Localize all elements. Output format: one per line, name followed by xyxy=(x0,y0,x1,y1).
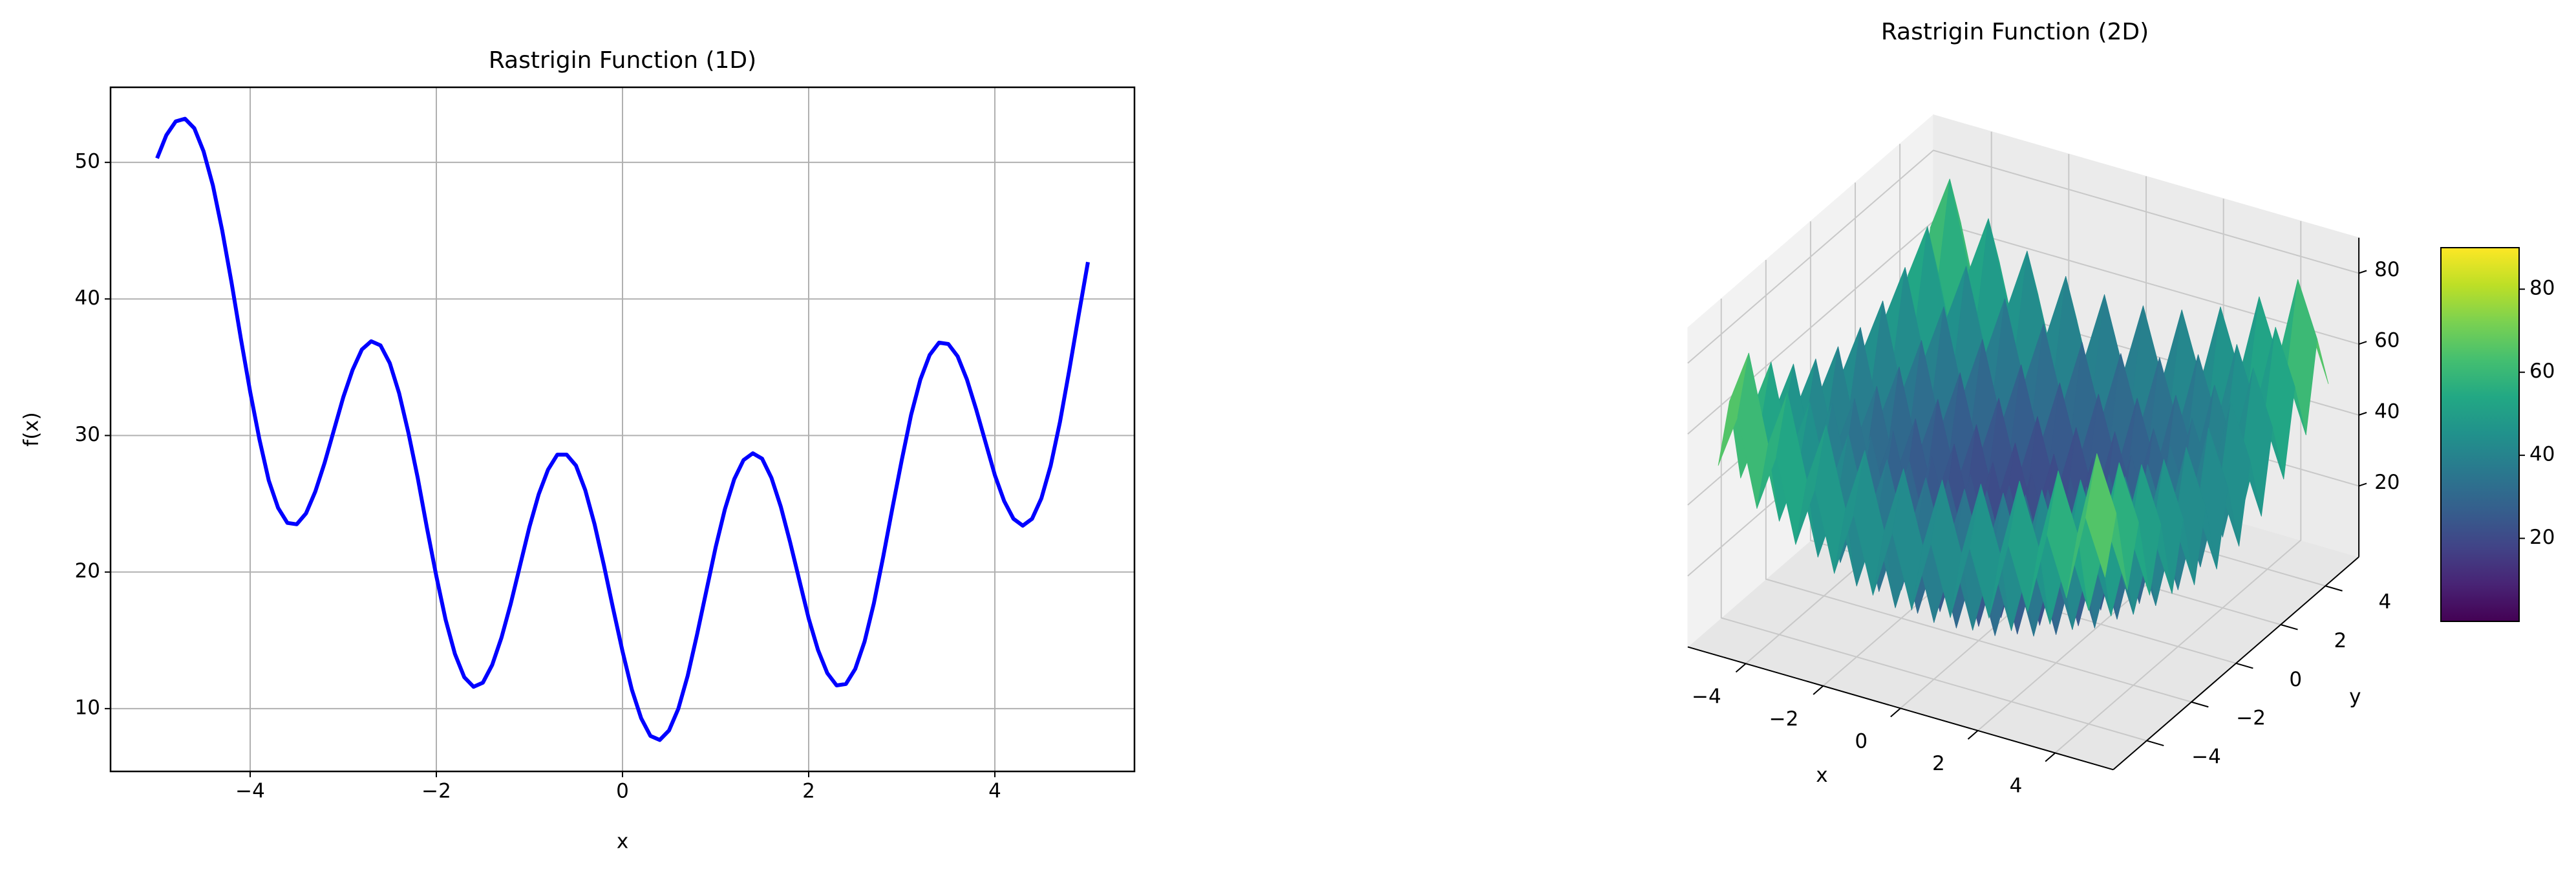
y-tick-label: 50 xyxy=(75,150,100,173)
y-axis-label: f(x) xyxy=(20,412,43,446)
z-tick xyxy=(2358,270,2367,274)
surface xyxy=(1718,178,2329,637)
colorbar-tick-label: 60 xyxy=(2529,360,2555,383)
y-tick xyxy=(2280,624,2298,630)
y-tick-label: −4 xyxy=(2191,746,2221,769)
x-tick-label: −4 xyxy=(235,780,265,803)
x-tick xyxy=(1813,685,1824,695)
x-tick-label: 4 xyxy=(988,780,1001,803)
y-tick-label: 30 xyxy=(75,423,100,446)
x-tick xyxy=(1967,730,1979,740)
y-tick xyxy=(2325,585,2343,592)
z-tick-label: 40 xyxy=(2374,400,2400,423)
grid-line xyxy=(1687,149,2359,364)
y-tick-label: 40 xyxy=(75,286,100,310)
y-tick-label: −2 xyxy=(2236,707,2266,730)
x-tick xyxy=(1890,707,1901,718)
x-tick-label: 4 xyxy=(2010,775,2023,798)
y-tick-label: 0 xyxy=(2289,668,2302,691)
z-tick xyxy=(2358,411,2367,416)
chart-title: Rastrigin Function (2D) xyxy=(1881,19,2149,45)
z-tick xyxy=(2358,341,2367,345)
colorbar-tick-label: 80 xyxy=(2529,277,2555,300)
axis-line xyxy=(2113,556,2359,771)
z-tick-label: 20 xyxy=(2374,471,2400,494)
chart-title: Rastrigin Function (1D) xyxy=(489,47,756,74)
data-line xyxy=(155,116,1090,742)
x-tick-label: 0 xyxy=(616,780,629,803)
surface-patch xyxy=(2085,453,2117,577)
x-tick xyxy=(2045,752,2056,762)
y-axis-label: y xyxy=(2349,685,2361,709)
colorbar-tick-label: 20 xyxy=(2529,526,2555,549)
y-tick-label: 2 xyxy=(2334,629,2347,652)
x-tick-label: −2 xyxy=(1769,707,1799,731)
x-tick-label: −4 xyxy=(1692,685,1721,708)
y-tick xyxy=(2146,740,2164,747)
x-tick-label: −2 xyxy=(421,780,451,803)
axis-line xyxy=(1687,646,2114,771)
z-tick-label: 60 xyxy=(2374,329,2400,352)
x-tick-label: 2 xyxy=(802,780,815,803)
x-tick xyxy=(1735,663,1747,673)
x-tick-label: 0 xyxy=(1855,730,1868,753)
z-tick-label: 80 xyxy=(2374,258,2400,281)
plot-frame xyxy=(109,86,1136,773)
y-tick xyxy=(2235,662,2253,669)
y-tick-label: 4 xyxy=(2379,590,2392,614)
x-axis-label: x xyxy=(1816,764,1827,787)
x-tick-label: 2 xyxy=(1932,752,1945,775)
y-tick xyxy=(2191,701,2209,708)
z-tick xyxy=(2358,482,2367,487)
y-tick-label: 10 xyxy=(75,696,100,719)
colorbar-tick-label: 40 xyxy=(2529,443,2555,466)
x-axis-label: x xyxy=(617,830,628,854)
y-tick-label: 20 xyxy=(75,559,100,583)
colorbar xyxy=(2440,247,2520,622)
